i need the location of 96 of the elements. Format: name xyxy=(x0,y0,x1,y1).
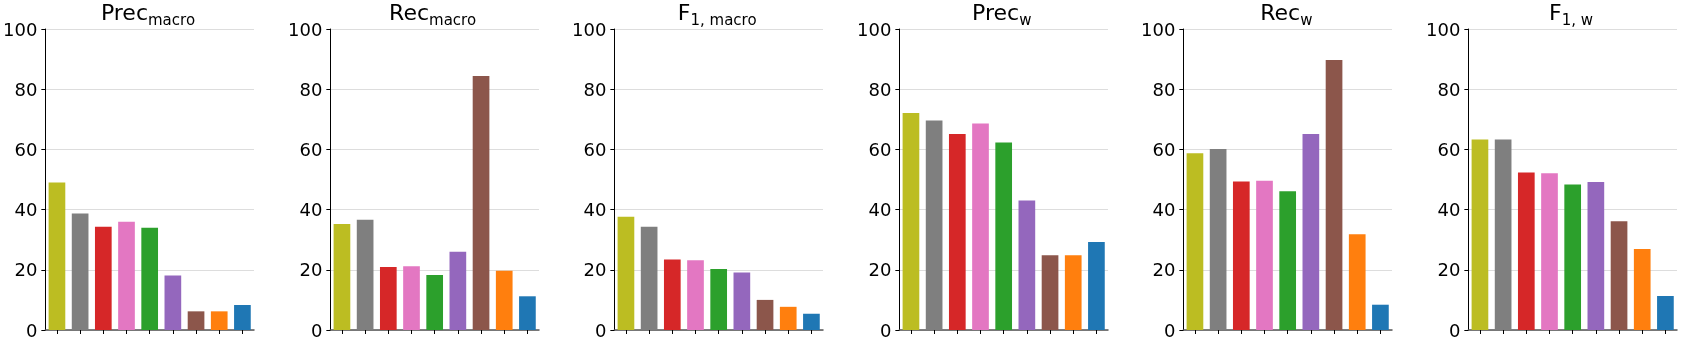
y-tick-label: 60 xyxy=(868,138,892,160)
bar xyxy=(1279,191,1297,330)
y-tick-label: 80 xyxy=(1152,78,1176,100)
bar xyxy=(48,182,66,330)
y-tick-label: 100 xyxy=(856,18,892,40)
bar xyxy=(356,219,374,330)
y-tick-label: 20 xyxy=(868,259,892,281)
bar xyxy=(687,260,705,330)
y-tick-label: 100 xyxy=(1141,18,1176,40)
y-tick-label: 80 xyxy=(583,78,607,100)
bar xyxy=(1186,153,1204,330)
y-tick-label: 80 xyxy=(299,78,322,100)
bar xyxy=(472,75,489,330)
y-tick-label: 40 xyxy=(583,199,607,221)
bar xyxy=(971,123,989,330)
bar xyxy=(1657,295,1674,330)
bar xyxy=(733,272,751,330)
y-tick-label: 0 xyxy=(595,319,607,339)
bar xyxy=(1564,184,1582,330)
y-tick-label: 0 xyxy=(1448,319,1461,339)
bar xyxy=(71,213,89,330)
bar xyxy=(640,226,658,330)
y-tick-label: 40 xyxy=(1437,199,1461,221)
bar xyxy=(118,221,135,330)
bar xyxy=(1302,134,1320,330)
bar xyxy=(756,299,774,330)
y-tick-label: 100 xyxy=(3,18,38,40)
bar xyxy=(187,311,205,330)
bar xyxy=(1633,249,1651,330)
y-tick-label: 0 xyxy=(310,319,322,339)
chart-title: Rec$_{w}$ xyxy=(1259,0,1314,32)
bar xyxy=(1064,255,1082,330)
y-tick-label: 20 xyxy=(299,259,322,281)
chart-title: Prec$_{macro}$ xyxy=(99,0,197,32)
y-tick-label: 60 xyxy=(1152,138,1176,160)
bar xyxy=(1087,242,1105,330)
bar xyxy=(1041,255,1059,330)
bar xyxy=(1541,173,1558,330)
bar xyxy=(1210,149,1227,330)
y-tick-label: 20 xyxy=(583,259,607,281)
bar xyxy=(1349,234,1366,330)
bar xyxy=(803,313,820,330)
y-tick-label: 80 xyxy=(14,78,38,100)
bar xyxy=(617,216,635,330)
bar xyxy=(333,224,350,330)
bar xyxy=(495,270,513,330)
bar xyxy=(1471,139,1489,330)
bar xyxy=(1610,221,1628,330)
bar xyxy=(234,305,251,330)
y-tick-label: 100 xyxy=(1426,18,1461,40)
y-tick-label: 40 xyxy=(868,199,892,221)
bar xyxy=(995,142,1012,330)
bar xyxy=(164,275,182,330)
bar xyxy=(94,226,112,330)
bar xyxy=(1587,181,1605,330)
y-tick-label: 0 xyxy=(1164,319,1176,339)
bar xyxy=(449,251,466,330)
y-tick-label: 0 xyxy=(879,319,892,339)
chart-title: F$_{1, macro}$ xyxy=(676,0,758,32)
bar xyxy=(948,134,966,330)
y-tick-label: 80 xyxy=(868,78,892,100)
bar xyxy=(664,259,681,330)
bar xyxy=(780,306,797,330)
bar xyxy=(925,120,943,330)
bar xyxy=(1326,60,1343,330)
bar xyxy=(425,274,443,330)
bar xyxy=(1517,172,1535,330)
chart-title: Prec$_{w}$ xyxy=(971,0,1033,32)
y-tick-label: 100 xyxy=(287,18,322,40)
bar xyxy=(210,311,228,330)
bar xyxy=(1256,180,1274,330)
y-tick-label: 40 xyxy=(1152,199,1176,221)
y-tick-label: 80 xyxy=(1437,78,1461,100)
bar xyxy=(141,227,159,330)
bar xyxy=(379,267,397,330)
bar xyxy=(1233,181,1251,330)
bar xyxy=(1494,139,1512,330)
y-tick-label: 0 xyxy=(25,319,38,339)
bar xyxy=(518,296,536,330)
y-tick-label: 60 xyxy=(1437,138,1461,160)
chart-title: Rec$_{macro}$ xyxy=(388,0,478,32)
y-tick-label: 20 xyxy=(1152,259,1176,281)
y-tick-label: 60 xyxy=(299,138,322,160)
bar xyxy=(902,112,920,330)
bar xyxy=(1018,200,1035,330)
y-tick-label: 40 xyxy=(299,199,322,221)
y-tick-label: 20 xyxy=(1437,259,1461,281)
y-tick-label: 100 xyxy=(572,18,607,40)
y-tick-label: 60 xyxy=(583,138,607,160)
y-tick-label: 40 xyxy=(14,199,38,221)
y-tick-label: 60 xyxy=(14,138,38,160)
chart-title: F$_{1, w}$ xyxy=(1548,0,1594,32)
bar xyxy=(710,268,728,330)
bar xyxy=(402,266,420,330)
y-tick-label: 20 xyxy=(14,259,38,281)
bar xyxy=(1372,304,1390,330)
